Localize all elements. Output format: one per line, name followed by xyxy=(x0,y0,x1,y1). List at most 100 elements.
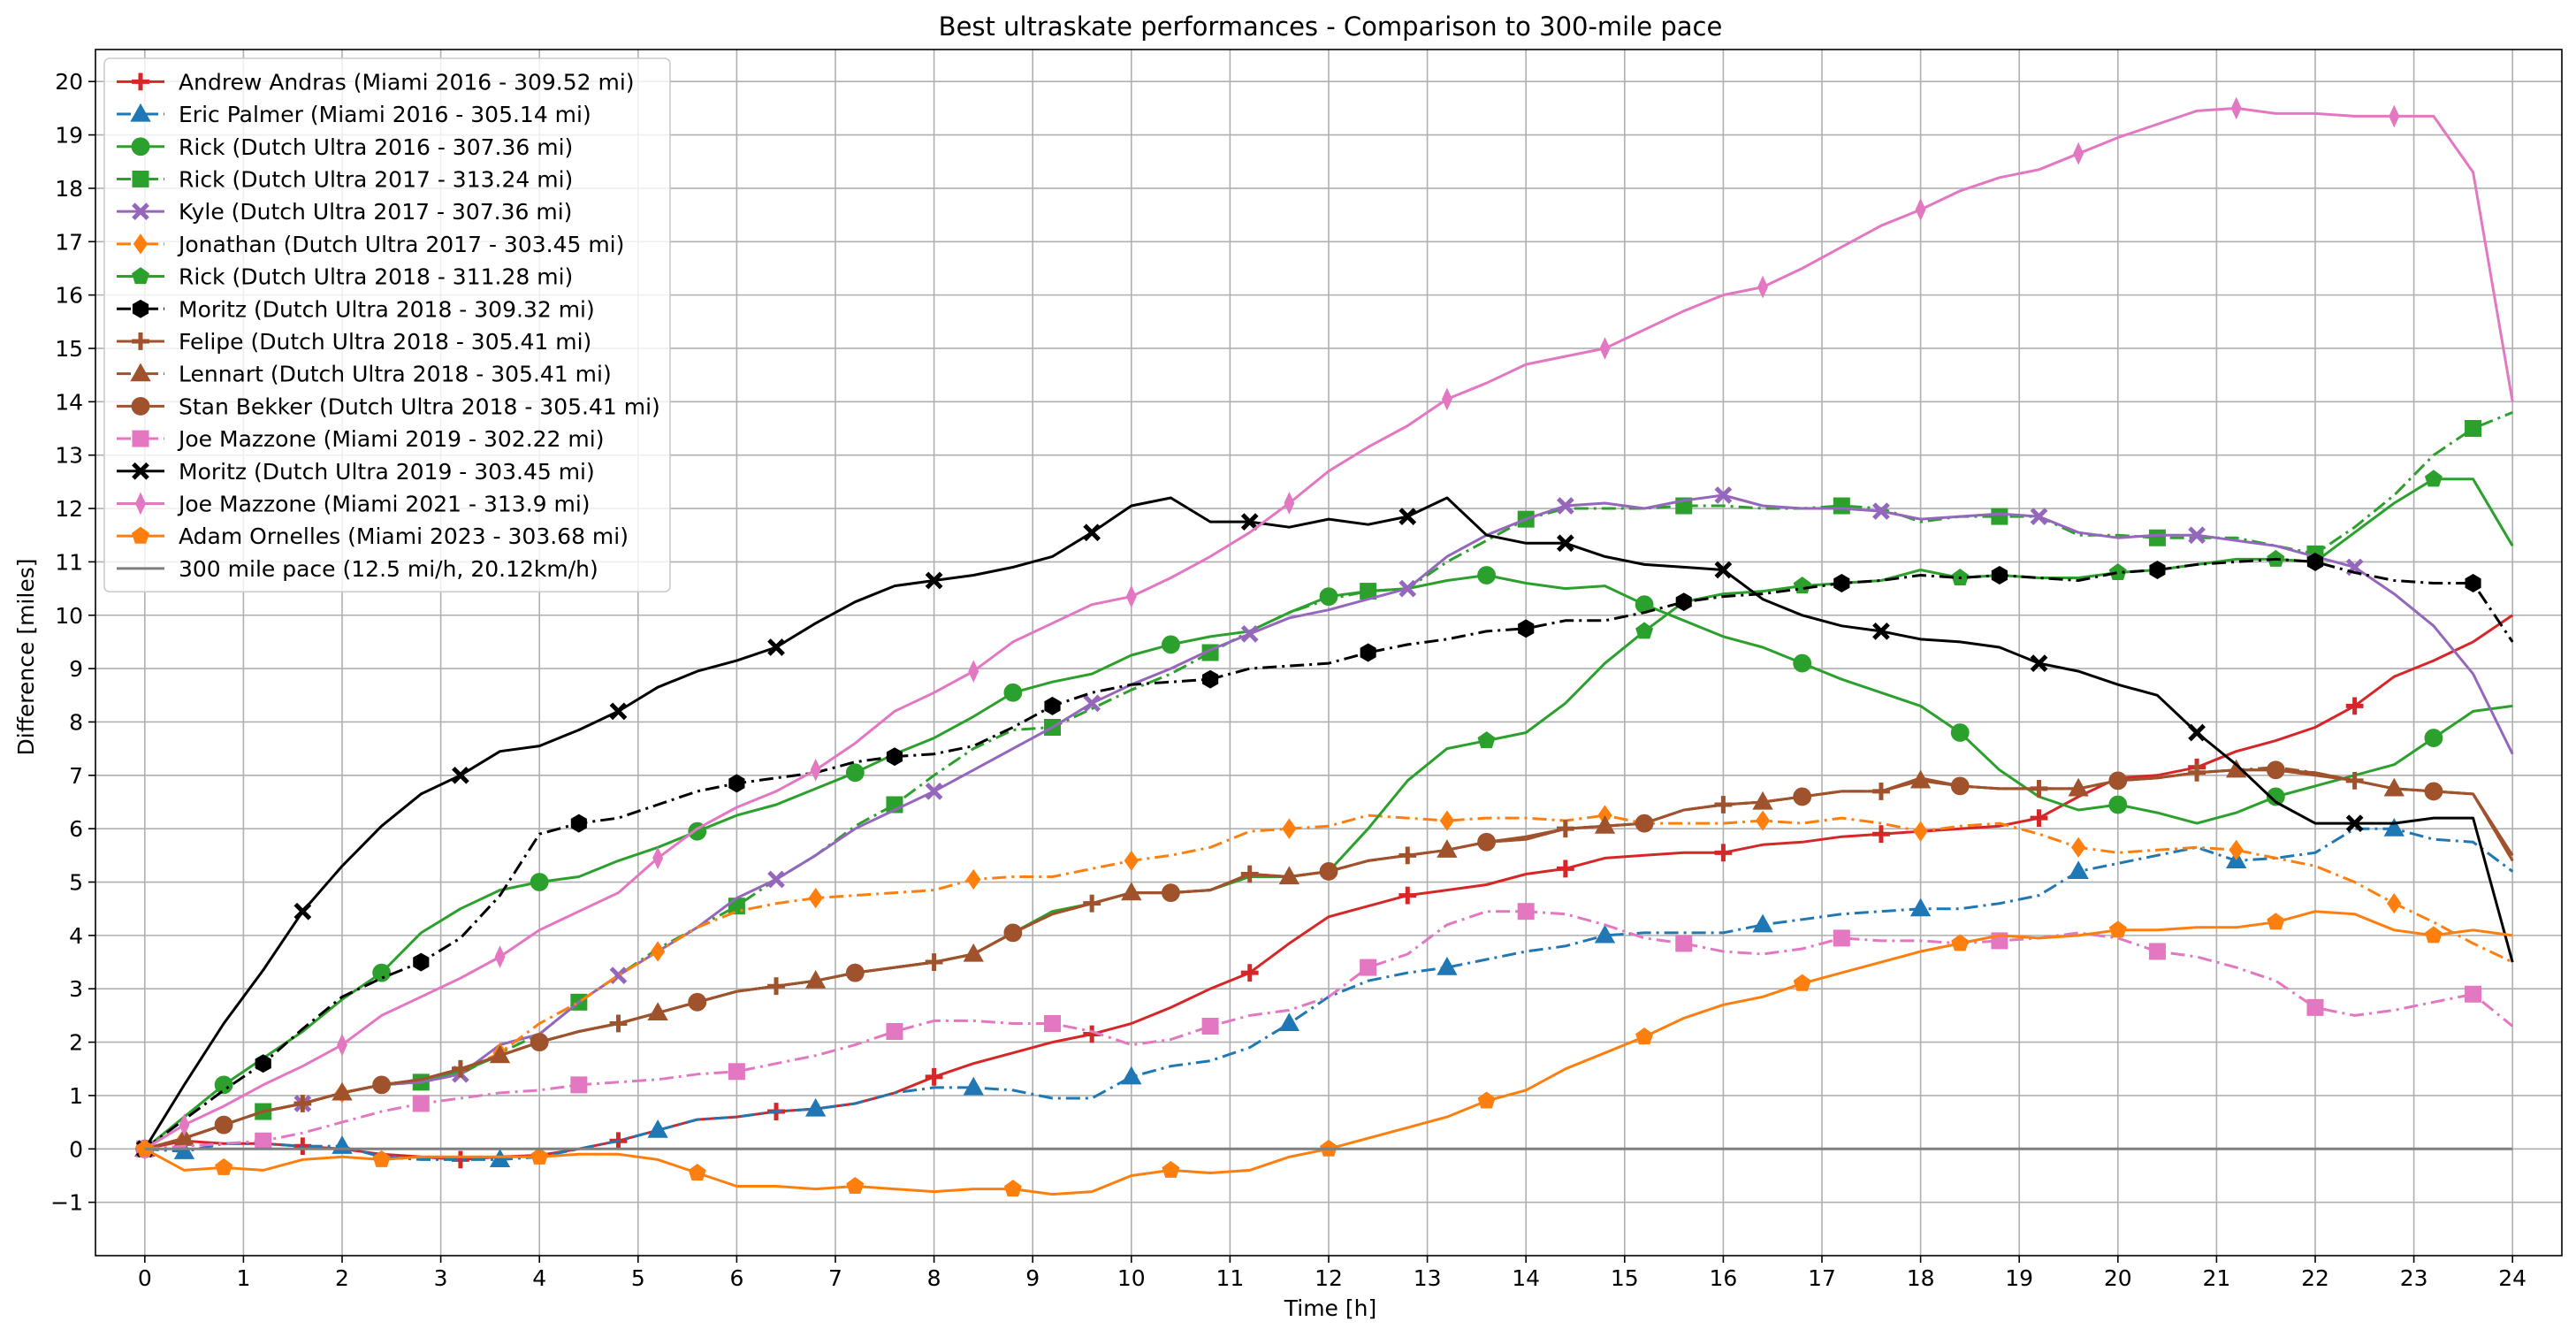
series-marker xyxy=(130,363,151,382)
series-line xyxy=(144,910,2514,1150)
legend-entry: Moritz (Dutch Ultra 2019 - 303.45 mi) xyxy=(117,459,595,485)
y-axis-label: Difference [miles] xyxy=(13,559,39,756)
series-marker xyxy=(1950,723,1970,742)
series-marker xyxy=(372,1150,391,1167)
series-marker xyxy=(1477,566,1496,584)
series-marker xyxy=(1284,492,1295,515)
series-marker xyxy=(2465,420,2482,438)
series-marker xyxy=(215,1157,233,1175)
series-marker xyxy=(1872,825,1890,844)
series-lines xyxy=(134,96,2514,1197)
x-tick-label: 8 xyxy=(927,1265,941,1291)
x-tick-label: 3 xyxy=(434,1265,448,1291)
legend-label: Rick (Dutch Ultra 2017 - 313.24 mi) xyxy=(179,166,573,192)
series-marker xyxy=(2465,985,2482,1003)
series-marker xyxy=(968,660,979,684)
series-marker xyxy=(2149,561,2166,579)
series-marker xyxy=(2030,654,2048,672)
series-marker xyxy=(1833,497,1850,515)
series-marker xyxy=(530,873,549,891)
series-marker xyxy=(1003,923,1023,943)
x-tick-label: 6 xyxy=(729,1265,743,1291)
x-tick-label: 9 xyxy=(1025,1265,1040,1291)
x-tick-label: 12 xyxy=(1315,1265,1343,1291)
series-marker xyxy=(131,137,150,157)
series-marker xyxy=(1913,821,1928,842)
series-marker xyxy=(1951,934,1970,951)
legend-entry: Joe Mazzone (Miami 2019 - 302.22 mi) xyxy=(117,426,604,452)
y-tick-label: 17 xyxy=(55,229,83,255)
series-marker xyxy=(1872,502,1890,520)
series-marker xyxy=(2424,470,2443,487)
series-marker xyxy=(1517,903,1535,921)
series-marker xyxy=(1202,669,1219,689)
series-marker xyxy=(214,1115,233,1135)
y-tick-label: 10 xyxy=(55,603,83,629)
y-tick-label: 20 xyxy=(55,69,83,95)
y-tick-label: 18 xyxy=(55,176,83,202)
y-tick-label: 0 xyxy=(69,1136,83,1162)
series-marker xyxy=(131,396,150,416)
legend-label: Adam Ornelles (Miami 2023 - 303.68 mi) xyxy=(179,523,629,549)
legend-label: Eric Palmer (Miami 2016 - 305.14 mi) xyxy=(179,102,591,127)
series-marker xyxy=(886,1023,903,1041)
y-tick-label: −1 xyxy=(50,1190,83,1216)
series-marker xyxy=(1833,574,1850,592)
series-marker xyxy=(2230,96,2242,120)
legend-entry: Lennart (Dutch Ultra 2018 - 305.41 mi) xyxy=(117,362,612,387)
series-marker xyxy=(132,170,149,187)
series-marker xyxy=(1399,886,1417,905)
series-marker xyxy=(570,1076,588,1094)
x-tick-label: 11 xyxy=(1216,1265,1244,1291)
x-tick-label: 24 xyxy=(2498,1265,2526,1291)
series-5 xyxy=(137,805,2513,1159)
series-marker xyxy=(1915,198,1926,221)
legend-label: Andrew Andras (Miami 2016 - 309.52 mi) xyxy=(179,69,635,95)
series-marker xyxy=(132,430,149,447)
series-marker xyxy=(2424,729,2443,747)
series-0 xyxy=(135,614,2514,1169)
series-marker xyxy=(1752,913,1773,933)
series-marker xyxy=(530,1147,549,1165)
series-marker xyxy=(412,1095,430,1112)
x-tick-label: 1 xyxy=(236,1265,250,1291)
series-marker xyxy=(1556,860,1574,878)
y-tick-label: 7 xyxy=(69,763,83,789)
series-marker xyxy=(2383,817,2405,837)
y-tick-label: 19 xyxy=(55,123,83,149)
series-marker xyxy=(1441,387,1452,411)
series-marker xyxy=(2306,552,2324,571)
series-marker xyxy=(1003,1180,1022,1197)
series-marker xyxy=(2030,809,2048,827)
series-marker xyxy=(1714,844,1733,862)
series-marker xyxy=(2389,104,2400,128)
y-tick-label: 11 xyxy=(55,549,83,575)
series-marker xyxy=(925,571,943,590)
x-tick-label: 14 xyxy=(1512,1265,1540,1291)
series-marker xyxy=(2424,782,2443,801)
legend-label: Felipe (Dutch Ultra 2018 - 305.41 mi) xyxy=(179,329,591,355)
series-marker xyxy=(1003,683,1023,702)
series-marker xyxy=(1162,1160,1180,1178)
series-marker xyxy=(688,992,707,1012)
series-marker xyxy=(1675,935,1693,952)
series-marker xyxy=(2266,760,2285,780)
legend-entry: Kyle (Dutch Ultra 2017 - 307.36 mi) xyxy=(117,199,572,225)
axis-ticks: 0 1 2 3 4 5 6 7 8 9 10 11 12 13 14 15 16 17 18 19 20 21 22 23 24… xyxy=(50,69,2526,1291)
series-marker xyxy=(886,747,903,767)
series-marker xyxy=(650,941,666,962)
series-marker xyxy=(925,1067,943,1086)
series-marker xyxy=(1240,964,1259,982)
series-marker xyxy=(1124,850,1139,872)
y-tick-label: 6 xyxy=(69,816,83,842)
legend-entry: Jonathan (Dutch Ultra 2017 - 303.45 mi) xyxy=(117,232,624,257)
series-marker xyxy=(1675,592,1692,612)
series-marker xyxy=(688,1163,706,1180)
series-line xyxy=(144,814,2513,1150)
x-tick-label: 13 xyxy=(1414,1265,1442,1291)
series-marker xyxy=(1240,625,1259,643)
legend-label: Moritz (Dutch Ultra 2019 - 303.45 mi) xyxy=(179,459,595,485)
series-marker xyxy=(1833,929,1850,947)
legend-label: Moritz (Dutch Ultra 2018 - 309.32 mi) xyxy=(179,296,595,322)
